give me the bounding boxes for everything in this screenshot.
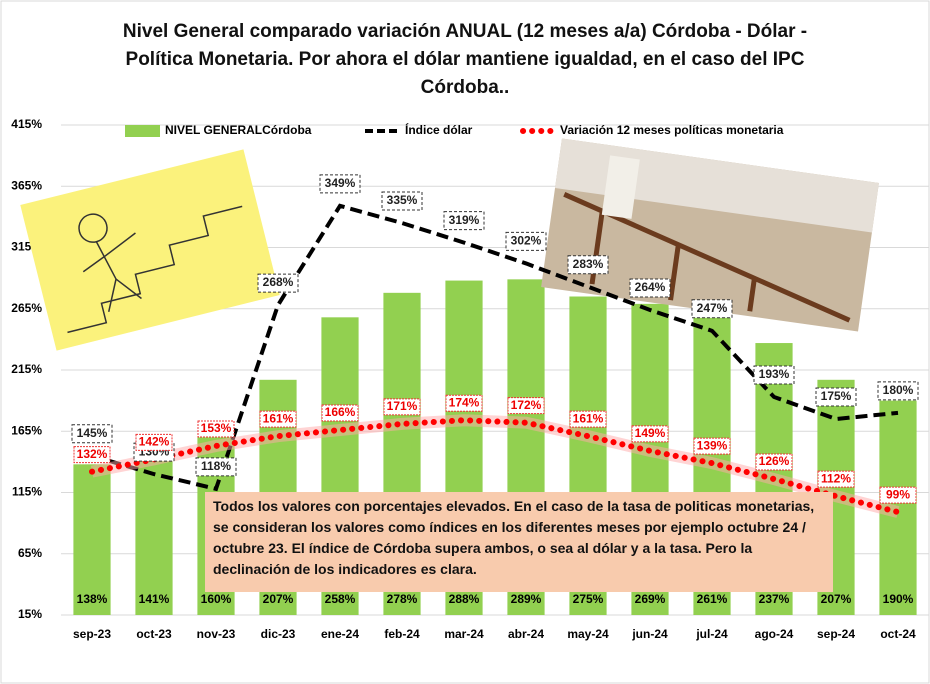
dollar-value-label: 335% <box>387 193 418 207</box>
bar-value-label: 207% <box>263 592 294 606</box>
page: 15%65%115%165%215%265%315%365%415%sep-23… <box>0 0 930 684</box>
y-tick-label: 15% <box>18 607 42 621</box>
rate-value-label: 132% <box>77 447 108 461</box>
y-tick-label: 265% <box>11 301 42 315</box>
dollar-value-label: 302% <box>511 234 542 248</box>
chart-title: Nivel General comparado variación ANUAL … <box>100 18 830 102</box>
x-tick-label: oct-23 <box>136 627 172 641</box>
rate-value-label: 142% <box>139 435 170 449</box>
rate-value-label: 174% <box>449 395 480 409</box>
bar-value-label: 237% <box>759 592 790 606</box>
dollar-value-label: 118% <box>201 459 231 473</box>
dollar-value-label: 247% <box>697 301 728 315</box>
dollar-value-label: 268% <box>263 275 294 289</box>
bar-value-label: 138% <box>77 592 108 606</box>
rate-value-label: 139% <box>697 438 728 452</box>
rate-value-label: 153% <box>201 421 232 435</box>
x-tick-label: oct-24 <box>880 627 916 641</box>
bar-value-label: 278% <box>387 592 418 606</box>
y-tick-label: 215% <box>11 362 42 376</box>
bar-value-label: 160% <box>201 592 232 606</box>
x-tick-label: jun-24 <box>631 627 668 641</box>
dollar-value-label: 175% <box>821 389 852 403</box>
bar-value-label: 258% <box>325 592 356 606</box>
rate-value-label: 161% <box>573 411 604 425</box>
y-tick-label: 115% <box>12 485 42 499</box>
rate-value-label: 166% <box>325 405 356 419</box>
annotation: Todos los valores con porcentajes elevad… <box>205 492 833 592</box>
x-tick-label: jul-24 <box>695 627 728 641</box>
x-tick-label: ago-24 <box>755 627 794 641</box>
legend-swatch <box>125 125 160 137</box>
legend-label: Variación 12 meses políticas monetaria <box>560 123 784 137</box>
x-tick-label: dic-23 <box>261 627 296 641</box>
bar-value-label: 275% <box>573 592 604 606</box>
rate-value-label: 171% <box>387 399 418 413</box>
rate-value-label: 112% <box>821 471 851 485</box>
x-tick-label: mar-24 <box>444 627 484 641</box>
bar-value-label: 190% <box>883 592 914 606</box>
bar-value-label: 289% <box>511 592 542 606</box>
x-tick-label: ene-24 <box>321 627 359 641</box>
dollar-value-label: 349% <box>325 176 356 190</box>
dollar-value-label: 180% <box>883 383 914 397</box>
rate-value-label: 149% <box>635 426 666 440</box>
x-tick-label: may-24 <box>567 627 609 641</box>
x-tick-label: abr-24 <box>508 627 544 641</box>
dollar-value-label: 319% <box>449 213 480 227</box>
bar-value-label: 288% <box>449 592 480 606</box>
rate-value-label: 172% <box>511 398 542 412</box>
dollar-value-label: 145% <box>77 426 108 440</box>
rate-value-label: 161% <box>263 411 294 425</box>
dollar-value-label: 264% <box>635 280 666 294</box>
x-tick-label: feb-24 <box>384 627 420 641</box>
dollar-value-label: 283% <box>573 257 604 271</box>
rate-value-label: 126% <box>759 454 790 468</box>
legend-label: NIVEL GENERALCórdoba <box>165 123 312 137</box>
bar-value-label: 207% <box>821 592 852 606</box>
legend-label: Índice dólar <box>405 122 473 137</box>
y-tick-label: 415% <box>11 117 42 131</box>
bar-value-label: 269% <box>635 592 666 606</box>
rate-value-label: 99% <box>886 487 910 501</box>
bar-value-label: 261% <box>697 592 728 606</box>
y-tick-label: 165% <box>11 423 42 437</box>
y-tick-label: 365% <box>11 178 42 192</box>
y-tick-label: 65% <box>18 546 42 560</box>
x-tick-label: sep-24 <box>817 627 855 641</box>
dollar-value-label: 193% <box>759 367 790 381</box>
bar-value-label: 141% <box>139 592 170 606</box>
x-tick-label: nov-23 <box>197 627 236 641</box>
x-tick-label: sep-23 <box>73 627 111 641</box>
